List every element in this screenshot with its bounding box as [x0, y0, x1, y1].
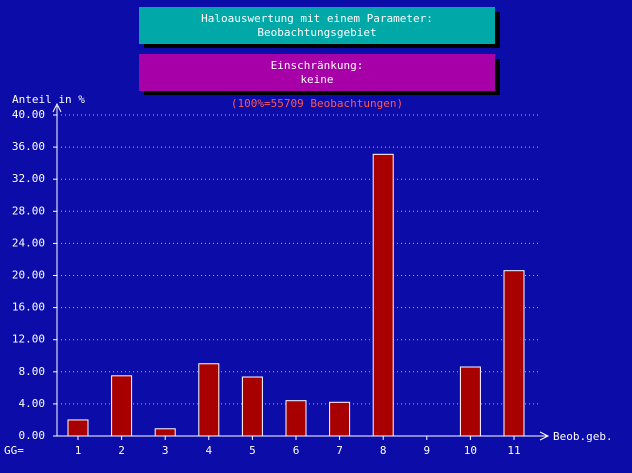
bar [67, 419, 89, 437]
bar [198, 363, 220, 437]
bar [372, 153, 394, 437]
y-tick-label: 28.00 [12, 204, 45, 217]
title-box [139, 7, 495, 44]
y-axis-label: Anteil in % [12, 93, 85, 106]
y-tick-label: 8.00 [19, 365, 46, 378]
y-tick-label: 0.00 [19, 429, 46, 442]
x-tick-label: 11 [507, 444, 520, 457]
x-tick-label: 4 [205, 444, 212, 457]
restriction-box [139, 54, 495, 91]
x-axis-label: Beob.geb. [553, 430, 613, 443]
y-tick-label: 40.00 [12, 108, 45, 121]
y-tick-label: 24.00 [12, 236, 45, 249]
bar [241, 376, 263, 437]
bar [154, 428, 176, 437]
x-label-prefix: GG= [4, 444, 24, 457]
y-tick-label: 4.00 [19, 397, 46, 410]
y-tick-label: 16.00 [12, 301, 45, 314]
bar [503, 270, 525, 437]
x-tick-label: 2 [118, 444, 125, 457]
x-tick-label: 3 [162, 444, 169, 457]
y-tick-label: 36.00 [12, 140, 45, 153]
x-tick-label: 8 [380, 444, 387, 457]
bar [285, 400, 307, 437]
x-arrow [539, 431, 550, 441]
chart-title: Haloauswertung mit einem Parameter: [201, 12, 433, 25]
x-tick-label: 5 [249, 444, 256, 457]
note: (100%=55709 Beobachtungen) [231, 97, 403, 110]
x-tick-label: 6 [293, 444, 300, 457]
x-tick-label: 10 [464, 444, 477, 457]
chart-subtitle: Beobachtungsgebiet [257, 26, 376, 39]
restriction-title: Einschränkung: [271, 59, 364, 72]
y-arrow [52, 102, 62, 113]
restriction: keine [300, 73, 333, 86]
bar [111, 375, 133, 437]
x-tick-label: 9 [423, 444, 430, 457]
bar [459, 366, 481, 437]
y-tick-label: 12.00 [12, 333, 45, 346]
x-tick-label: 7 [336, 444, 343, 457]
x-tick-label: 1 [75, 444, 82, 457]
y-tick-label: 32.00 [12, 172, 45, 185]
y-tick-label: 20.00 [12, 269, 45, 282]
bar [329, 401, 351, 437]
